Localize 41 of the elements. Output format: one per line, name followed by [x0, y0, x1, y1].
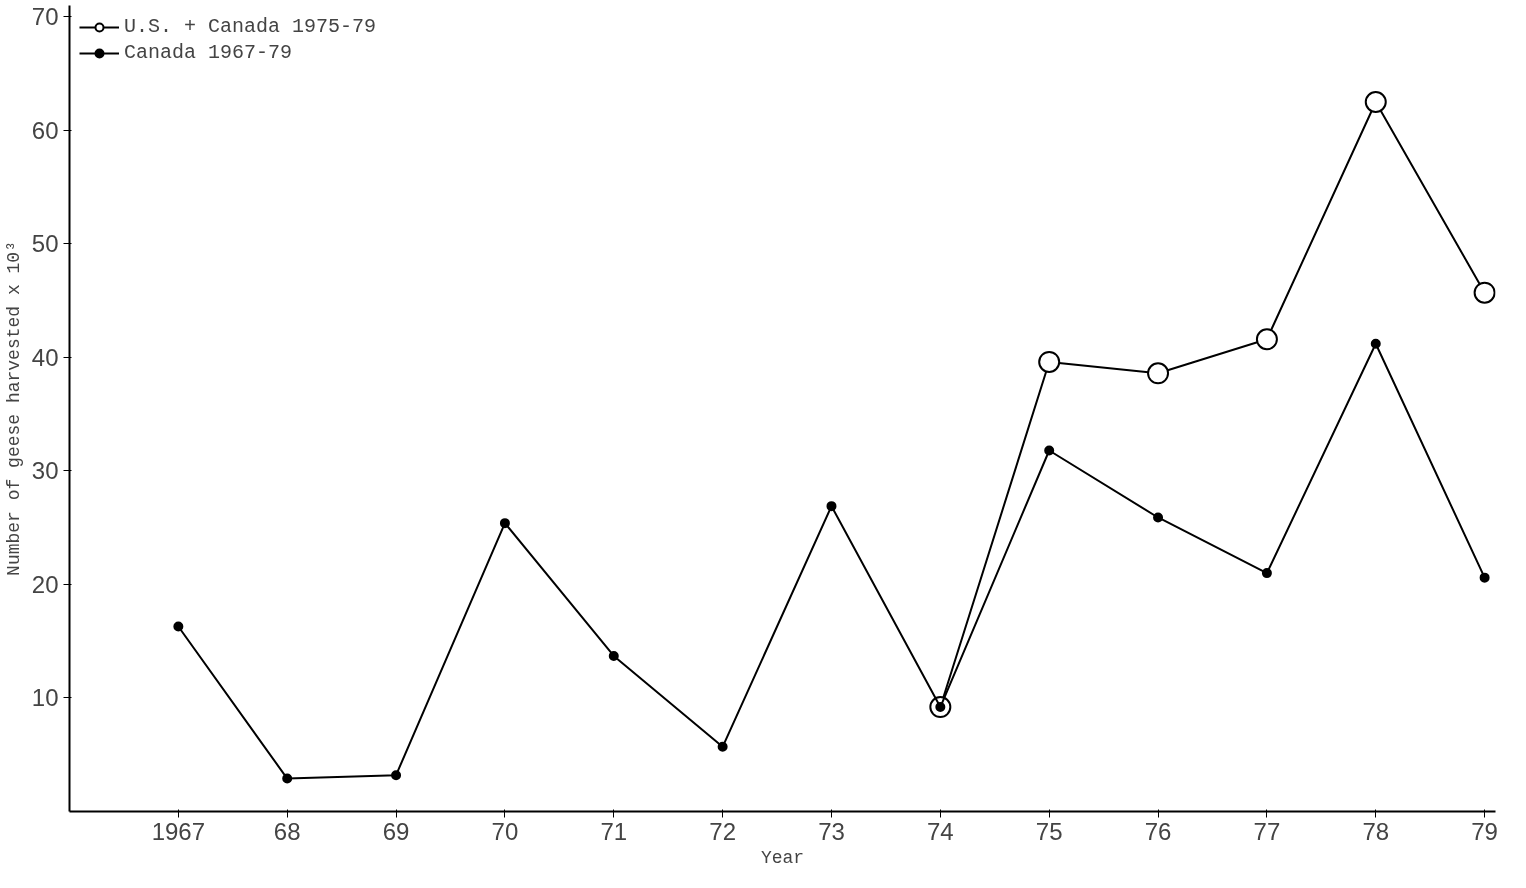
point: [826, 501, 837, 512]
y-tick-label: 40: [31, 343, 59, 371]
point: [1364, 91, 1387, 113]
x-tick-label: 71: [600, 817, 628, 845]
point: [173, 621, 184, 632]
point: [1038, 350, 1061, 373]
y-tick-label: 60: [31, 116, 59, 144]
y-tick-label: 70: [31, 3, 59, 31]
point: [717, 741, 728, 752]
y-tick-label: 30: [31, 457, 59, 485]
y-tick-label: 10: [31, 684, 59, 712]
point: [1147, 362, 1170, 385]
point: [1479, 572, 1490, 583]
x-tick-label: 74: [926, 817, 954, 845]
x-tick-label: 68: [273, 817, 301, 845]
y-tick-label: 50: [31, 230, 59, 258]
x-tick-label: 78: [1362, 817, 1390, 845]
point: [499, 518, 510, 529]
point: [1370, 338, 1381, 349]
x-tick-label: 72: [709, 817, 736, 845]
x-axis-title: Year: [760, 847, 805, 868]
point: [608, 650, 619, 661]
point: [391, 770, 402, 781]
legend-label: Canada 1967-79: [124, 41, 293, 64]
x-tick-label: 73: [818, 817, 845, 845]
x-tick-label: 70: [491, 817, 519, 845]
y-axis-title: Number of geese harvested x 10³: [3, 241, 24, 576]
y-tick-label: 20: [31, 570, 59, 598]
x-tick-label: 1967: [151, 817, 206, 845]
x-tick-label: 79: [1471, 817, 1498, 845]
point: [1255, 328, 1278, 351]
point: [1261, 568, 1272, 579]
point: [1473, 281, 1496, 304]
point: [1044, 445, 1055, 456]
legend-label: U.S. + Canada 1975-79: [124, 15, 377, 38]
x-tick-label: 69: [382, 817, 410, 845]
x-tick-label: 76: [1144, 817, 1172, 845]
x-tick-label: 75: [1035, 817, 1063, 845]
point: [282, 773, 293, 784]
point: [1153, 512, 1164, 523]
x-tick-label: 77: [1253, 817, 1281, 845]
